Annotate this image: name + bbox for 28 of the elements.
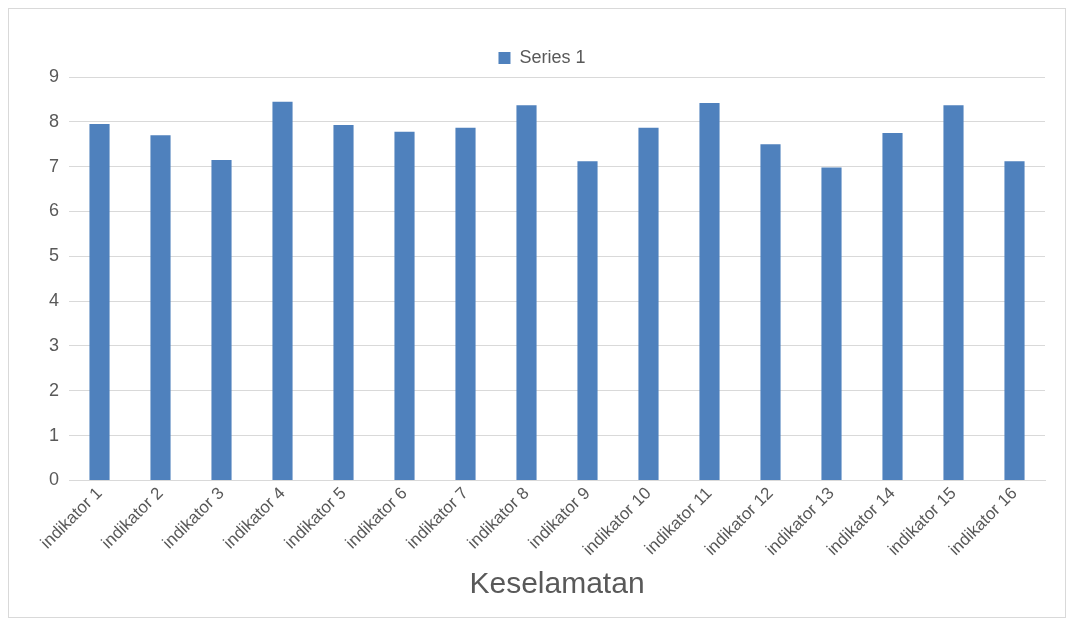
bar [577,161,598,480]
bar [821,167,842,480]
bar [272,101,293,480]
y-tick-label: 0 [49,469,60,490]
x-axis-title: Keselamatan [469,566,645,600]
y-tick-label: 4 [49,290,60,311]
y-tick-label: 9 [49,65,60,86]
bar [394,131,415,480]
bar [699,103,720,480]
bar [1004,161,1025,480]
bar [943,105,964,480]
bar [882,133,903,480]
bar [516,105,537,480]
bar [150,135,171,480]
bar [455,127,476,480]
y-tick-label: 8 [49,110,60,131]
y-tick-label: 5 [49,245,60,266]
bar [638,127,659,480]
bar [333,124,354,480]
bar [211,159,232,480]
y-tick-label: 1 [49,424,60,445]
y-tick-label: 6 [49,200,60,221]
bar [89,124,110,480]
legend-label: Series 1 [519,46,586,67]
y-tick-label: 7 [49,155,60,176]
bar [760,144,781,480]
y-tick-label: 2 [49,379,60,400]
y-tick-label: 3 [49,334,60,355]
